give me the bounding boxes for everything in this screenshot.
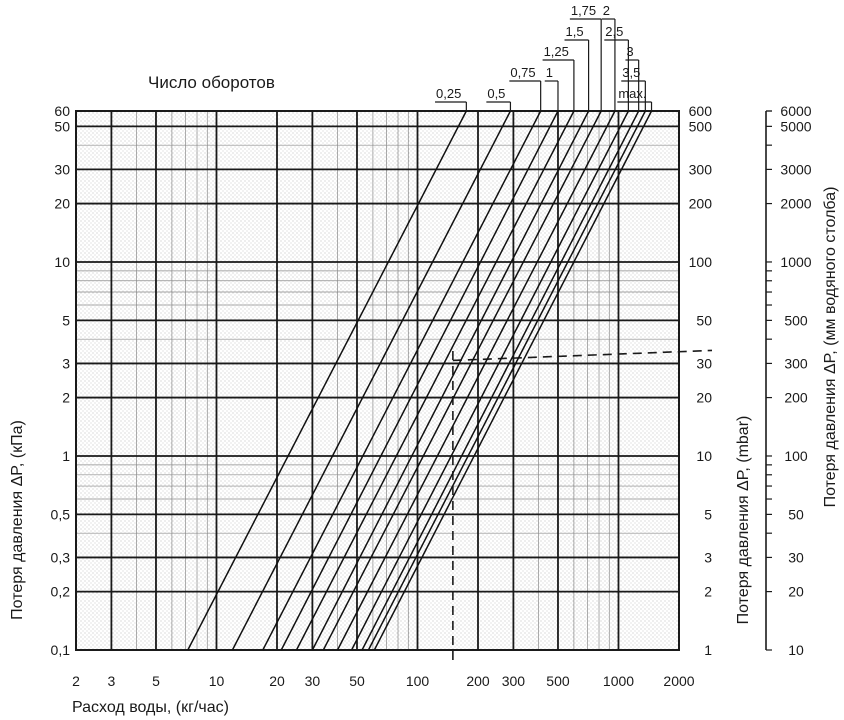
series-label: 3,5 (622, 65, 640, 80)
y-left-tick-label: 0,1 (51, 642, 71, 658)
series-label: 1,5 (566, 24, 584, 39)
x-tick-label: 2000 (663, 673, 694, 689)
y-right-tick-label: 50 (788, 506, 804, 522)
series-label: max. (618, 86, 646, 101)
x-tick-label: 500 (546, 673, 570, 689)
y-mid-tick-label: 1 (704, 642, 712, 658)
series-label: 0,5 (487, 86, 505, 101)
series-lines (187, 110, 653, 651)
y-axis-label-right: Потеря давления ΔP, (мм водяного столба) (822, 187, 839, 508)
x-tick-label: 20 (269, 673, 285, 689)
y-right-tick-label: 300 (784, 355, 808, 371)
y-left-tick-label: 0,2 (51, 584, 71, 600)
series-labels: 0,25 0,5 0,75 1 1,25 1,5 1,75 2 2,53 3,5 max. (435, 3, 653, 111)
series-label: 2 (603, 3, 610, 18)
y-left-tick-label: 0,3 (51, 549, 71, 565)
y-right-tick-label: 100 (784, 448, 808, 464)
y-right-tick-label: 200 (784, 390, 808, 406)
chart-title: Число оборотов (148, 73, 275, 92)
y-left-tick-label: 5 (62, 312, 70, 328)
series-line (373, 110, 653, 651)
x-tick-label: 1000 (603, 673, 634, 689)
series-label: 2,5 (605, 24, 623, 39)
series-line (231, 110, 512, 651)
y-right-tick-label: 3000 (780, 161, 811, 177)
y-left-tick-label: 20 (54, 196, 70, 212)
series-label: 1,75 (571, 3, 596, 18)
series-label: 1,25 (544, 44, 569, 59)
x-tick-label: 30 (305, 673, 321, 689)
y-axis-label-left: Потеря давления ΔP, (кПа) (9, 420, 26, 620)
series-label: 1 (546, 65, 553, 80)
y-right-tick-label: 1000 (780, 254, 811, 270)
x-tick-label: 100 (406, 673, 430, 689)
series-label: 0,25 (436, 86, 461, 101)
y-mid-tick-label: 50 (696, 312, 712, 328)
y-left-tick-label: 10 (54, 254, 70, 270)
y-left-tick-label: 0,5 (51, 506, 71, 522)
y-left-tick-label: 3 (62, 355, 70, 371)
x-axis-label: Расход воды, (кг/час) (72, 699, 229, 716)
y-right-tick-label: 10 (788, 642, 804, 658)
series-line (295, 110, 575, 651)
series-line (322, 110, 602, 651)
y-mid-tick-label: 300 (689, 161, 713, 177)
y-right-tick-label: 500 (784, 312, 808, 328)
series-line (367, 110, 647, 651)
x-tick-label: 2 (72, 673, 80, 689)
plot-frame (75, 110, 680, 651)
y-right-tick-label: 6000 (780, 103, 811, 119)
y-right-tick-label: 5000 (780, 118, 811, 134)
y-mid-tick-label: 3 (704, 549, 712, 565)
series-label: 3 (626, 44, 633, 59)
y-left-tick-label: 60 (54, 103, 70, 119)
y-left-tick-label: 50 (54, 118, 70, 134)
series-line (361, 110, 640, 651)
series-label: 0,75 (510, 65, 535, 80)
y-mid-tick-label: 200 (689, 196, 713, 212)
major-grid (75, 110, 680, 651)
y-mid-tick-label: 500 (689, 118, 713, 134)
series-line (311, 110, 590, 651)
annotation-lines (452, 349, 713, 660)
y-mid-tick-label: 600 (689, 103, 713, 119)
x-tick-labels: 2 3 5 10 20 30 50 100 200 300 500 1000 2000 (72, 673, 695, 689)
series-line (350, 110, 630, 651)
y-mid-tick-label: 30 (696, 355, 712, 371)
x-tick-label: 10 (209, 673, 225, 689)
y-left-tick-label: 1 (62, 448, 70, 464)
y-mid-tick-label: 2 (704, 584, 712, 600)
x-tick-label: 200 (466, 673, 490, 689)
y-left-tick-label: 2 (62, 390, 70, 406)
x-tick-label: 300 (502, 673, 526, 689)
y-mid-tick-label: 20 (696, 390, 712, 406)
y-axis-label-mid: Потеря давления ΔP, (mbar) (735, 416, 752, 625)
series-line (280, 110, 559, 651)
x-tick-label: 5 (152, 673, 160, 689)
series-line (262, 110, 542, 651)
series-line (336, 110, 616, 651)
x-tick-label: 3 (107, 673, 115, 689)
x-tick-label: 50 (349, 673, 365, 689)
y-mid-tick-label: 100 (689, 254, 713, 270)
y-right-tick-label: 30 (788, 549, 804, 565)
y-right-tick-label: 2000 (780, 196, 811, 212)
dashed-annotation-line (452, 349, 713, 362)
y-right-tick-label: 20 (788, 584, 804, 600)
plot-area (76, 111, 679, 650)
series-line (187, 110, 468, 651)
y-mid-tick-label: 5 (704, 506, 712, 522)
y-mid-tick-label: 10 (696, 448, 712, 464)
y-left-tick-label: 30 (54, 161, 70, 177)
